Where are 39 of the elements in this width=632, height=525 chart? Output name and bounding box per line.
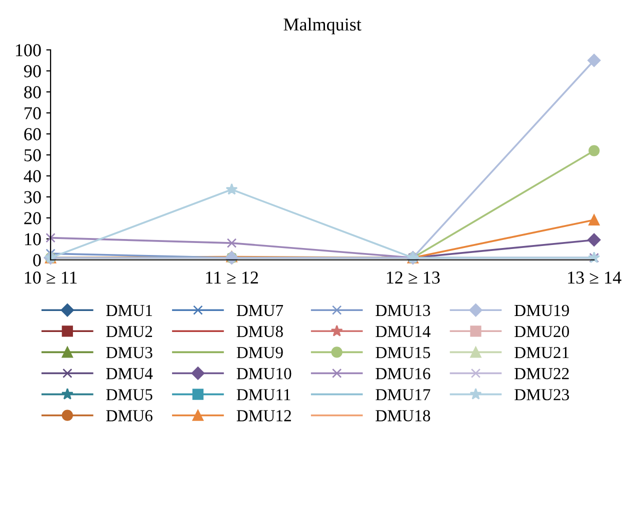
legend-label: DMU15 (376, 347, 430, 358)
legend-label: DMU22 (514, 368, 569, 380)
legend-label: DMU8 (236, 326, 283, 338)
y-tick-label: 100 (16, 44, 41, 56)
legend-label: DMU18 (376, 410, 430, 422)
legend-label: DMU23 (514, 389, 569, 400)
legend-label: DMU14 (376, 326, 430, 338)
x-tick-label: 11 ≥ 12 (206, 272, 258, 284)
legend-label: DMU12 (236, 410, 291, 422)
legend-label: DMU17 (376, 389, 430, 400)
legend-label: DMU16 (376, 368, 430, 380)
legend-label: DMU4 (106, 368, 153, 380)
legend-label: DMU13 (376, 304, 430, 316)
legend-label: DMU2 (106, 326, 152, 338)
y-tick-label: 40 (24, 170, 41, 182)
y-tick-label: 50 (24, 149, 41, 162)
y-tick-label: 30 (24, 191, 41, 204)
legend-label: DMU10 (236, 368, 292, 380)
legend-label: DMU3 (106, 347, 152, 358)
x-tick-label: 13 ≥ 14 (568, 272, 622, 284)
legend-label: DMU5 (106, 389, 152, 400)
y-tick-label: 10 (25, 233, 41, 246)
x-tick-label: 12 ≥ 13 (386, 272, 440, 284)
y-tick-label: 20 (24, 212, 41, 224)
legend-label: DMU11 (236, 389, 290, 400)
legend-label: DMU1 (106, 304, 152, 316)
legend-label: DMU21 (514, 347, 569, 358)
x-tick-label: 10 ≥ 11 (24, 272, 77, 284)
legend-label: DMU6 (106, 410, 152, 422)
y-tick-label: 90 (24, 65, 41, 78)
y-tick-label: 60 (24, 128, 41, 140)
legend-label: DMU7 (236, 305, 284, 316)
y-tick-label: 80 (24, 86, 41, 98)
y-tick-label: 0 (33, 254, 41, 266)
legend-label: DMU19 (514, 304, 569, 316)
legend-label: DMU9 (236, 347, 283, 358)
y-tick-label: 70 (24, 107, 41, 120)
chart-title: Malmquist (284, 18, 362, 34)
legend-label: DMU20 (514, 326, 569, 338)
